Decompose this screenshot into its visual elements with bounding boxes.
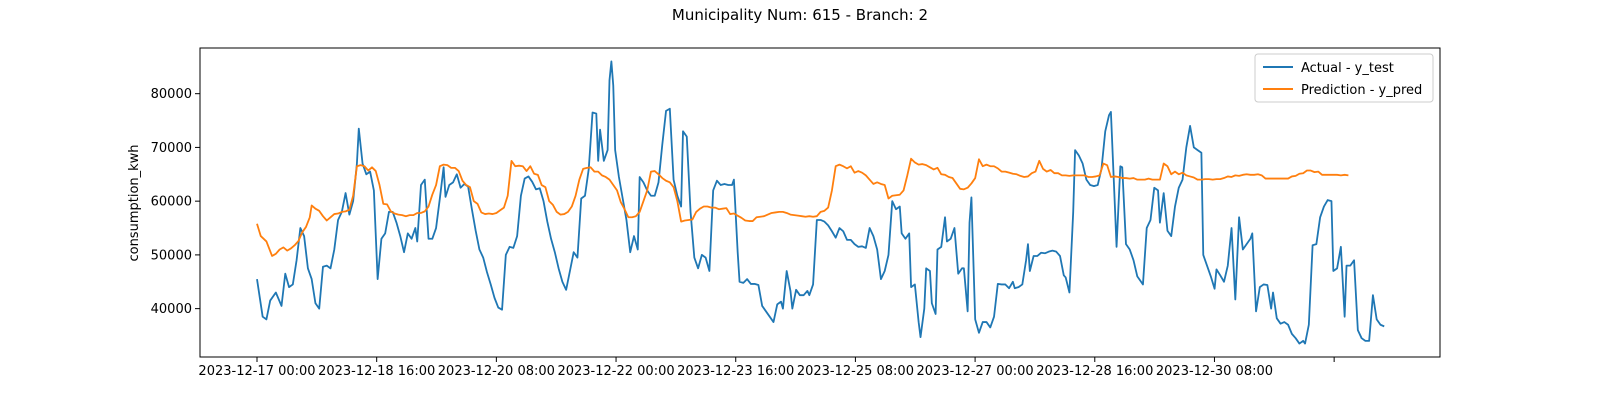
y-tick-label: 60000: [151, 195, 192, 210]
legend-box: [1254, 53, 1434, 103]
plot-area: [199, 47, 1441, 358]
x-tick-label: 2023-12-17 00:00: [198, 364, 315, 379]
x-axis: 2023-12-17 00:00 2023-12-18 16:00 2023-12-…: [198, 357, 1335, 379]
x-tick-label: 2023-12-27 00:00: [917, 364, 1034, 379]
series-actual-line: [256, 60, 1385, 345]
x-tick-label: 2023-12-28 16:00: [1036, 364, 1153, 379]
y-tick-label: 80000: [151, 87, 192, 102]
legend: Actual - y_test Prediction - y_pred: [1254, 53, 1434, 103]
x-tick-label: 2023-12-18 16:00: [318, 364, 435, 379]
chart-title: Municipality Num: 615 - Branch: 2: [671, 6, 929, 24]
y-tick-label: 70000: [151, 141, 192, 156]
legend-label-prediction: Prediction - y_pred: [1301, 83, 1422, 98]
series-layer: [256, 60, 1385, 345]
y-tick-label: 40000: [151, 302, 192, 317]
legend-label-actual: Actual - y_test: [1301, 61, 1394, 76]
x-tick-label: 2023-12-30 08:00: [1156, 364, 1273, 379]
y-axis: 40000 50000 60000 70000 80000: [151, 87, 200, 317]
x-tick-label: 2023-12-23 16:00: [677, 364, 794, 379]
x-tick-label: 2023-12-20 08:00: [438, 364, 555, 379]
y-tick-label: 50000: [151, 248, 192, 263]
y-axis-label: consumption_kwh: [127, 144, 142, 261]
series-prediction-line: [256, 157, 1349, 257]
x-tick-label: 2023-12-25 08:00: [797, 364, 914, 379]
x-tick-label: 2023-12-22 00:00: [557, 364, 674, 379]
